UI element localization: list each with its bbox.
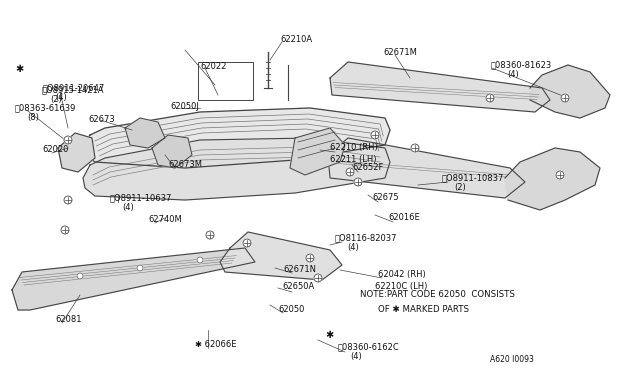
Text: ⓋO8915-1421A: ⓋO8915-1421A [42,85,104,94]
Polygon shape [83,138,390,200]
Polygon shape [290,128,345,175]
Text: (2): (2) [454,183,466,192]
Text: 62211 (LH): 62211 (LH) [330,155,376,164]
Polygon shape [330,62,550,112]
Text: 62210C (LH): 62210C (LH) [375,282,428,291]
Polygon shape [530,65,610,118]
Text: ✱: ✱ [15,64,23,74]
Circle shape [314,274,322,282]
Text: A620 I0093: A620 I0093 [490,355,534,364]
Text: 62675: 62675 [372,193,399,202]
Text: ⓃO8911-10837: ⓃO8911-10837 [442,173,504,182]
Polygon shape [220,232,342,280]
Text: (4): (4) [55,93,67,102]
Circle shape [371,131,379,139]
Circle shape [206,231,214,239]
Text: 62081: 62081 [55,315,81,324]
Text: Ⓢ08360-81623: Ⓢ08360-81623 [491,60,552,69]
Polygon shape [12,248,255,310]
Text: ✱: ✱ [325,330,333,340]
Text: 62740M: 62740M [148,215,182,224]
Text: (4): (4) [347,243,359,252]
Text: OF ✱ MARKED PARTS: OF ✱ MARKED PARTS [378,305,469,314]
Circle shape [61,226,69,234]
Text: (8): (8) [27,113,39,122]
Text: 62673M: 62673M [168,160,202,169]
Text: Ⓢ08360-6162C: Ⓢ08360-6162C [338,342,400,351]
Text: NOTE:PART CODE 62050  CONSISTS: NOTE:PART CODE 62050 CONSISTS [360,290,515,299]
Polygon shape [505,148,600,210]
Text: (2): (2) [50,95,61,104]
Text: ⓃO8911-20647: ⓃO8911-20647 [43,83,105,92]
Circle shape [561,94,569,102]
Circle shape [306,254,314,262]
Text: 62210A: 62210A [280,35,312,44]
Circle shape [486,94,494,102]
Text: 62671N: 62671N [283,265,316,274]
Circle shape [197,257,203,263]
Circle shape [411,144,419,152]
Circle shape [137,265,143,271]
Text: ⓃO8911-10637: ⓃO8911-10637 [110,193,172,202]
Text: 62673: 62673 [88,115,115,124]
Text: 62042 (RH): 62042 (RH) [378,270,426,279]
Text: 62050J: 62050J [170,102,199,111]
Text: 62020: 62020 [42,145,68,154]
Bar [198,62,253,100]
Text: Ⓢ08363-61639: Ⓢ08363-61639 [15,103,76,112]
Text: (4): (4) [350,352,362,361]
Circle shape [64,196,72,204]
Text: (4): (4) [122,203,134,212]
Text: 62671M: 62671M [383,48,417,57]
Text: 62050: 62050 [278,305,305,314]
Text: (4): (4) [507,70,519,79]
Text: ⒷO8116-82037: ⒷO8116-82037 [335,233,397,242]
Text: 62016E: 62016E [388,213,420,222]
Text: 62650A: 62650A [282,282,314,291]
Text: 62022: 62022 [200,62,227,71]
Polygon shape [328,138,525,198]
Circle shape [354,178,362,186]
Circle shape [64,136,72,144]
Circle shape [243,239,251,247]
Polygon shape [58,133,95,172]
Circle shape [346,168,354,176]
Polygon shape [125,118,165,148]
Text: ✱ 62066E: ✱ 62066E [195,340,237,349]
Circle shape [77,273,83,279]
Polygon shape [83,108,390,168]
Text: 62652F: 62652F [352,163,383,172]
Polygon shape [152,135,192,168]
Text: 62210 (RH): 62210 (RH) [330,143,378,152]
Circle shape [556,171,564,179]
